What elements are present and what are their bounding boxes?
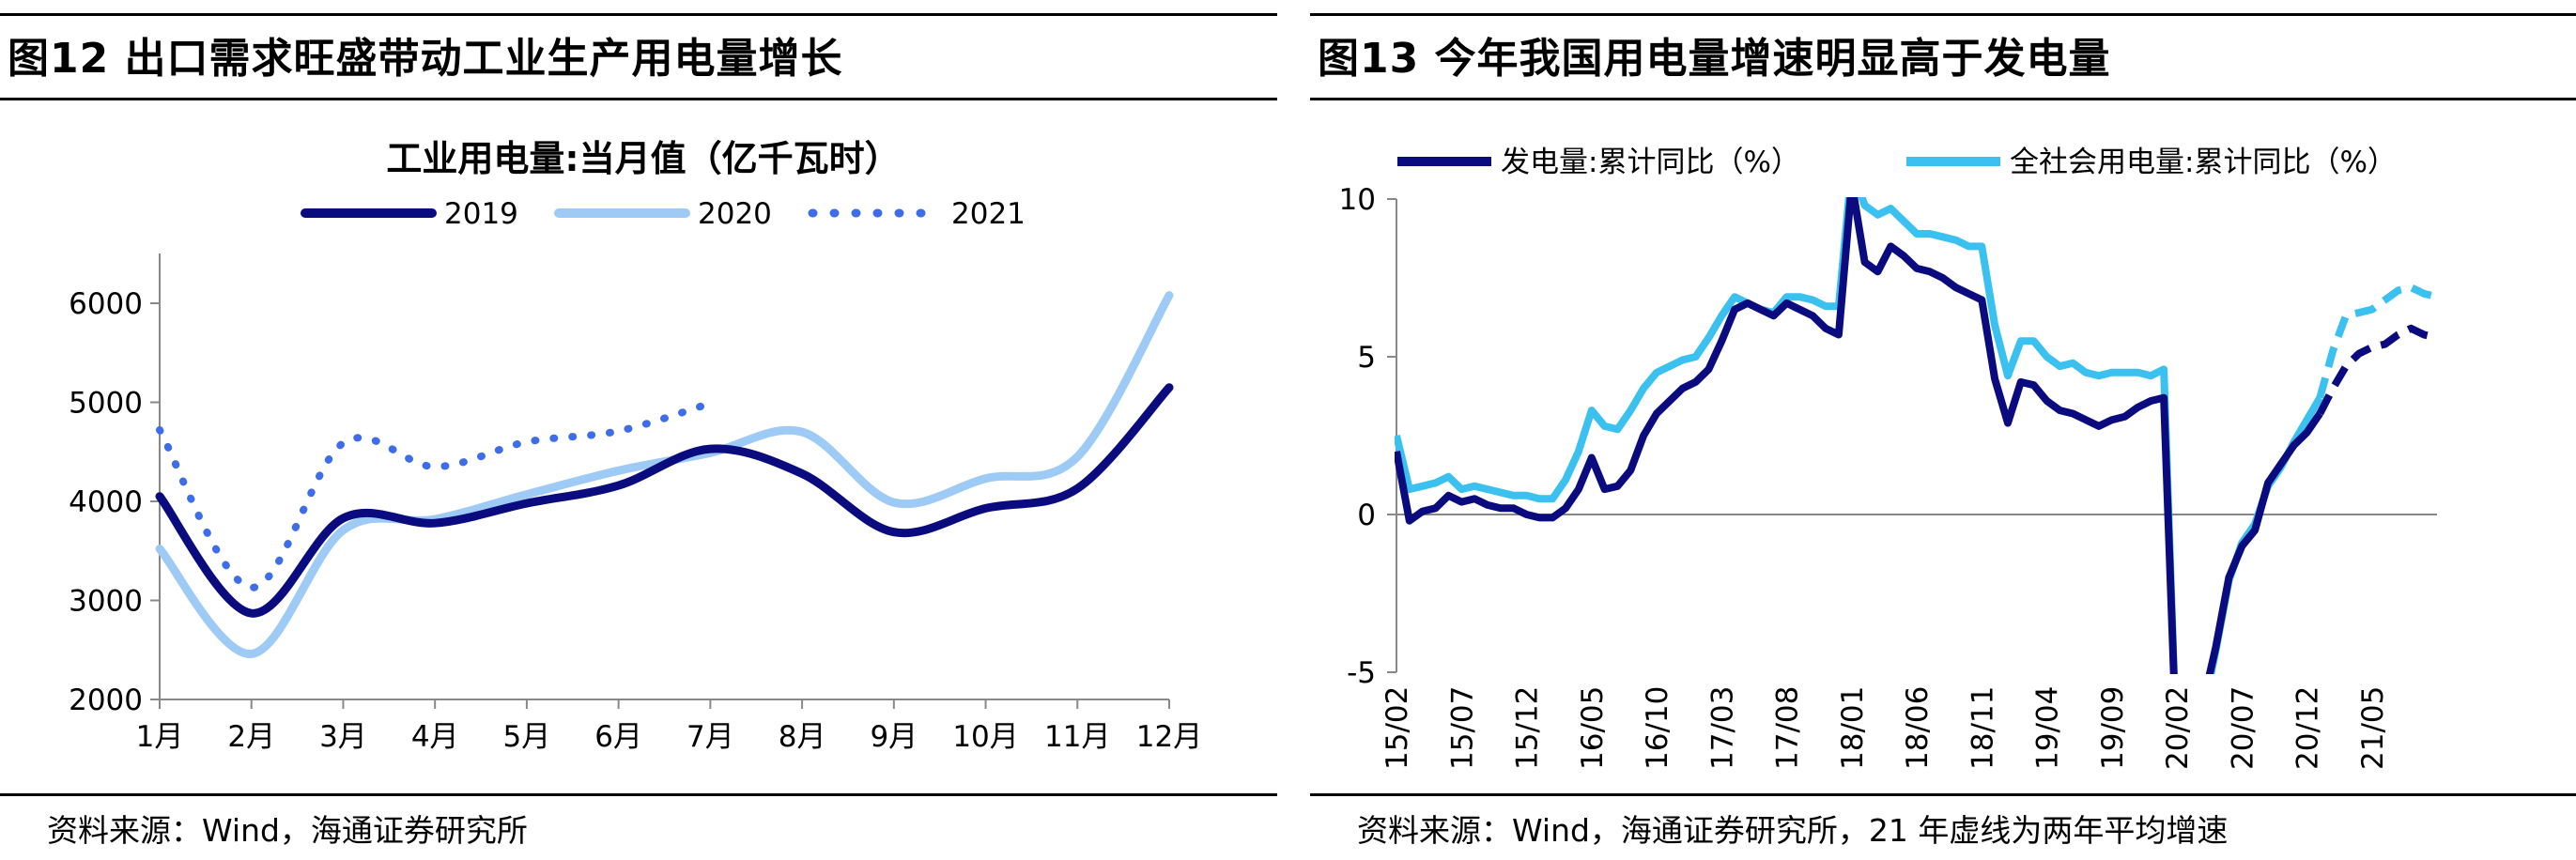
series-line-dashed: [2316, 284, 2438, 399]
x-tick-label: 19/04: [2031, 686, 2065, 770]
x-tick-label: 16/10: [1641, 686, 1674, 770]
series-2020: [155, 291, 1174, 658]
x-tick-label: 8月: [779, 720, 826, 754]
industrial-power-chart: 工业用电量:当月值（亿千瓦时） 2019 2020 2021 2000 3000 4000 5…: [69, 138, 1202, 754]
y-tick-label: 2000: [69, 683, 143, 717]
y-tick-label: 4000: [69, 485, 143, 519]
x-tick-label: 12月: [1136, 720, 1202, 754]
x-tick-label: 20/12: [2291, 686, 2325, 770]
x-tick-label: 15/07: [1445, 686, 1479, 770]
series-line-dashed: [2316, 324, 2438, 416]
series-line-solid: [1395, 197, 2323, 674]
x-tick-label: 17/08: [1771, 686, 1805, 770]
x-tick-label: 10月: [952, 720, 1018, 754]
plot-area: [1395, 197, 2438, 674]
x-tick-label: 18/11: [1966, 686, 1999, 770]
top-rule: [1310, 13, 2576, 16]
title-rule: [0, 98, 1277, 100]
series-2021: [156, 399, 715, 591]
legend-label: 全社会用电量:累计同比（%）: [2010, 146, 2397, 179]
source-note: 资料来源：Wind，海通证券研究所，21 年虚线为两年平均增速: [1357, 812, 2229, 849]
figure-title: 图12 出口需求旺盛带动工业生产用电量增长: [8, 35, 843, 83]
series-line-solid: [1395, 197, 2323, 674]
legend: 发电量:累计同比（%） 全社会用电量:累计同比（%）: [1397, 146, 2397, 179]
y-tick-label: 10: [1339, 183, 1376, 217]
legend-label: 发电量:累计同比（%）: [1501, 146, 1800, 179]
chart-title: 工业用电量:当月值（亿千瓦时）: [386, 138, 900, 179]
x-tick-label: 19/09: [2096, 686, 2130, 770]
bottom-rule: [0, 793, 1277, 796]
figure-title: 图13 今年我国用电量增速明显高于发电量: [1318, 35, 2111, 83]
legend-label-2019: 2019: [444, 197, 518, 231]
y-tick-label: 5: [1357, 341, 1376, 375]
power-growth-chart: 发电量:累计同比（%） 全社会用电量:累计同比（%） -5 0 5 10 15/02 15/0…: [1339, 146, 2438, 770]
source-note: 资料来源：Wind，海通证券研究所: [47, 812, 528, 849]
y-tick-label: -5: [1347, 656, 1376, 690]
x-tick-label: 3月: [319, 720, 367, 754]
x-tick-label: 15/02: [1381, 686, 1414, 770]
y-tick-label: 0: [1357, 499, 1376, 532]
figure-panel-right: 图13 今年我国用电量增速明显高于发电量 发电量:累计同比（%） 全社会用电量:累…: [1310, 0, 2576, 860]
x-tick-label: 18/06: [1901, 686, 1935, 770]
x-tick-label: 5月: [503, 720, 551, 754]
y-tick-label: 3000: [69, 585, 143, 619]
x-tick-label: 7月: [686, 720, 734, 754]
y-tick-label: 5000: [69, 387, 143, 421]
x-tick-label: 18/01: [1836, 686, 1870, 770]
x-tick-label: 2月: [227, 720, 275, 754]
x-tick-label: 20/07: [2226, 686, 2260, 770]
x-tick-label: 17/03: [1705, 686, 1739, 770]
bottom-rule: [1310, 793, 2576, 796]
series-2019: [155, 383, 1174, 618]
top-rule: [0, 13, 1277, 16]
title-rule: [1310, 98, 2576, 100]
x-tick-label: 15/12: [1511, 686, 1545, 770]
series-line-2020: [155, 291, 1174, 658]
series-line-2021: [156, 399, 715, 591]
legend-label-2020: 2020: [698, 197, 772, 231]
x-tick-label: 4月: [411, 720, 459, 754]
x-tick-label: 11月: [1044, 720, 1110, 754]
x-tick-label: 6月: [594, 720, 642, 754]
x-tick-label: 16/05: [1576, 686, 1610, 770]
figure-panel-left: 图12 出口需求旺盛带动工业生产用电量增长 工业用电量:当月值（亿千瓦时） 201…: [0, 0, 1277, 860]
legend-label-2021: 2021: [951, 197, 1026, 231]
x-tick-label: 9月: [870, 720, 918, 754]
x-tick-label: 21/05: [2356, 686, 2390, 770]
legend: 2019 2020 2021: [301, 197, 1026, 231]
series-generation: [1395, 197, 2438, 674]
y-tick-label: 6000: [69, 287, 143, 321]
x-tick-label: 1月: [136, 720, 184, 754]
x-tick-label: 20/02: [2161, 686, 2195, 770]
series-line-2019: [155, 383, 1174, 618]
